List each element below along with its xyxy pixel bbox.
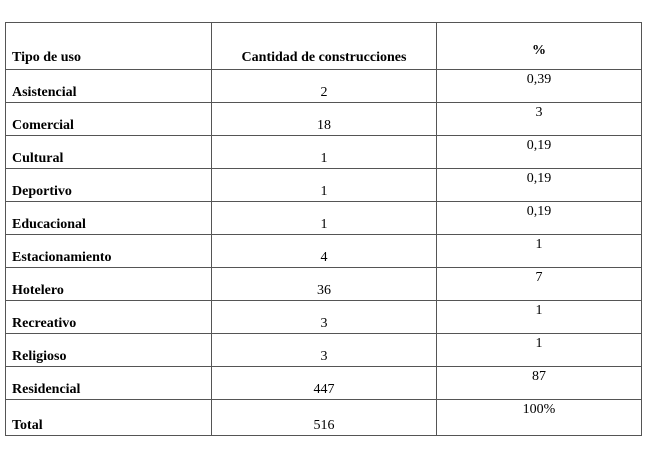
cell-percent: 100% bbox=[436, 399, 642, 436]
table-row: Comercial 18 3 bbox=[5, 102, 642, 136]
cell-cantidad: 1 bbox=[211, 168, 437, 202]
cell-tipo: Religioso bbox=[5, 333, 212, 367]
cell-percent: 1 bbox=[436, 333, 642, 367]
header-tipo: Tipo de uso bbox=[5, 22, 212, 70]
table-row: Recreativo 3 1 bbox=[5, 300, 642, 334]
cell-tipo: Asistencial bbox=[5, 69, 212, 103]
cell-cantidad: 3 bbox=[211, 300, 437, 334]
cell-cantidad: 3 bbox=[211, 333, 437, 367]
header-percent: % bbox=[436, 22, 642, 70]
total-row: Total 516 100% bbox=[5, 399, 642, 436]
table-row: Residencial 447 87 bbox=[5, 366, 642, 400]
cell-cantidad: 516 bbox=[211, 399, 437, 436]
cell-tipo: Estacionamiento bbox=[5, 234, 212, 268]
table-row: Asistencial 2 0,39 bbox=[5, 69, 642, 103]
table-row: Religioso 3 1 bbox=[5, 333, 642, 367]
cell-tipo: Educacional bbox=[5, 201, 212, 235]
cell-percent: 0,19 bbox=[436, 135, 642, 169]
cell-tipo: Residencial bbox=[5, 366, 212, 400]
cell-cantidad: 2 bbox=[211, 69, 437, 103]
usage-table: Tipo de uso Cantidad de construcciones %… bbox=[5, 22, 642, 436]
table-row: Hotelero 36 7 bbox=[5, 267, 642, 301]
cell-cantidad: 1 bbox=[211, 201, 437, 235]
header-cantidad: Cantidad de construcciones bbox=[211, 22, 437, 70]
cell-tipo: Total bbox=[5, 399, 212, 436]
cell-percent: 0,19 bbox=[436, 168, 642, 202]
cell-percent: 87 bbox=[436, 366, 642, 400]
table-row: Educacional 1 0,19 bbox=[5, 201, 642, 235]
cell-cantidad: 447 bbox=[211, 366, 437, 400]
cell-cantidad: 1 bbox=[211, 135, 437, 169]
cell-percent: 0,39 bbox=[436, 69, 642, 103]
cell-cantidad: 36 bbox=[211, 267, 437, 301]
table-row: Cultural 1 0,19 bbox=[5, 135, 642, 169]
cell-percent: 1 bbox=[436, 234, 642, 268]
cell-cantidad: 18 bbox=[211, 102, 437, 136]
table-row: Estacionamiento 4 1 bbox=[5, 234, 642, 268]
table-row: Deportivo 1 0,19 bbox=[5, 168, 642, 202]
cell-tipo: Hotelero bbox=[5, 267, 212, 301]
cell-percent: 7 bbox=[436, 267, 642, 301]
cell-percent: 3 bbox=[436, 102, 642, 136]
cell-cantidad: 4 bbox=[211, 234, 437, 268]
cell-percent: 1 bbox=[436, 300, 642, 334]
cell-tipo: Comercial bbox=[5, 102, 212, 136]
cell-tipo: Recreativo bbox=[5, 300, 212, 334]
cell-tipo: Deportivo bbox=[5, 168, 212, 202]
header-row: Tipo de uso Cantidad de construcciones % bbox=[5, 22, 642, 70]
cell-percent: 0,19 bbox=[436, 201, 642, 235]
cell-tipo: Cultural bbox=[5, 135, 212, 169]
